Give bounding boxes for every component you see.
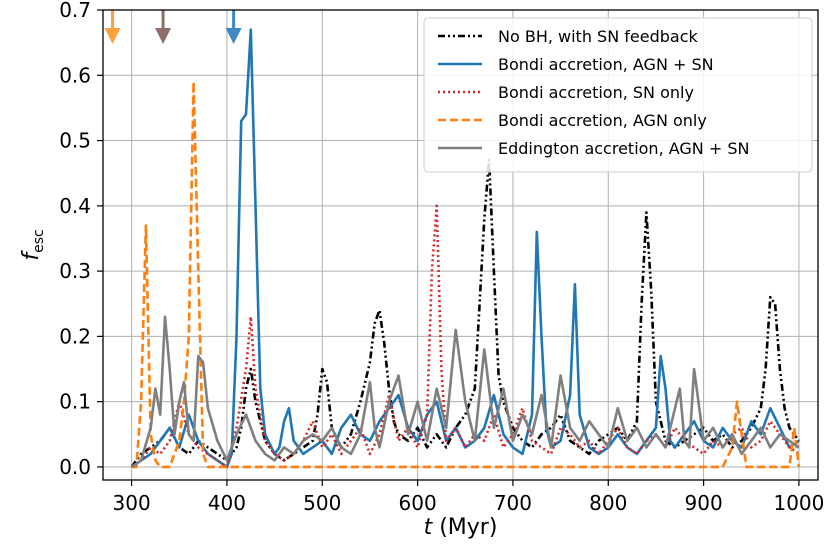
y-tick-label: 0.1 <box>59 390 91 414</box>
legend-label-4: Eddington accretion, AGN + SN <box>498 139 749 158</box>
brown-arrow-head <box>155 28 172 44</box>
legend-label-1: Bondi accretion, AGN + SN <box>498 55 714 74</box>
x-axis-label: t (Myr) <box>424 515 498 540</box>
y-tick-label: 0.4 <box>59 194 91 218</box>
x-tick-label: 500 <box>303 491 341 515</box>
series-line-3 <box>131 80 801 469</box>
y-tick-label: 0.0 <box>59 455 91 479</box>
legend: No BH, with SN feedback Bondi accretion, … <box>423 17 813 173</box>
x-tick-label: 700 <box>494 491 532 515</box>
x-tick-label: 400 <box>208 491 246 515</box>
blue-arrow-head <box>225 28 242 44</box>
legend-label-3: Bondi accretion, AGN only <box>498 111 707 130</box>
legend-label-2: Bondi accretion, SN only <box>498 83 694 102</box>
x-tick-label: 300 <box>113 491 151 515</box>
ticks-group: 300 400 500 600 700 800 900 1000 0.0 0.1 0.2 0.3 0.4… <box>59 0 824 515</box>
y-axis-label-sub: esc <box>31 229 47 253</box>
x-tick-label: 600 <box>399 491 437 515</box>
y-tick-label: 0.6 <box>59 63 91 87</box>
series-line-1 <box>130 28 800 469</box>
y-axis-label-main: f <box>19 250 44 261</box>
plot-frame <box>102 9 819 481</box>
x-tick-label: 900 <box>685 491 723 515</box>
arrows-group <box>104 10 242 44</box>
series-line-0 <box>130 158 800 468</box>
y-tick-label: 0.2 <box>59 324 91 348</box>
y-axis-label: fesc <box>19 229 47 260</box>
series-line-4 <box>130 315 800 468</box>
legend-label-0: No BH, with SN feedback <box>498 27 699 46</box>
y-tick-label: 0.5 <box>59 129 91 153</box>
legend-box <box>423 17 813 173</box>
y-tick-label: 0.3 <box>59 259 91 283</box>
orange-arrow-head <box>104 28 121 44</box>
series-group <box>130 28 801 469</box>
x-tick-label: 800 <box>589 491 627 515</box>
x-axis-label-rest: (Myr) <box>432 515 497 540</box>
y-tick-label: 0.7 <box>59 0 91 22</box>
x-axis-label-italic: t <box>424 515 434 540</box>
x-tick-label: 1000 <box>773 491 824 515</box>
